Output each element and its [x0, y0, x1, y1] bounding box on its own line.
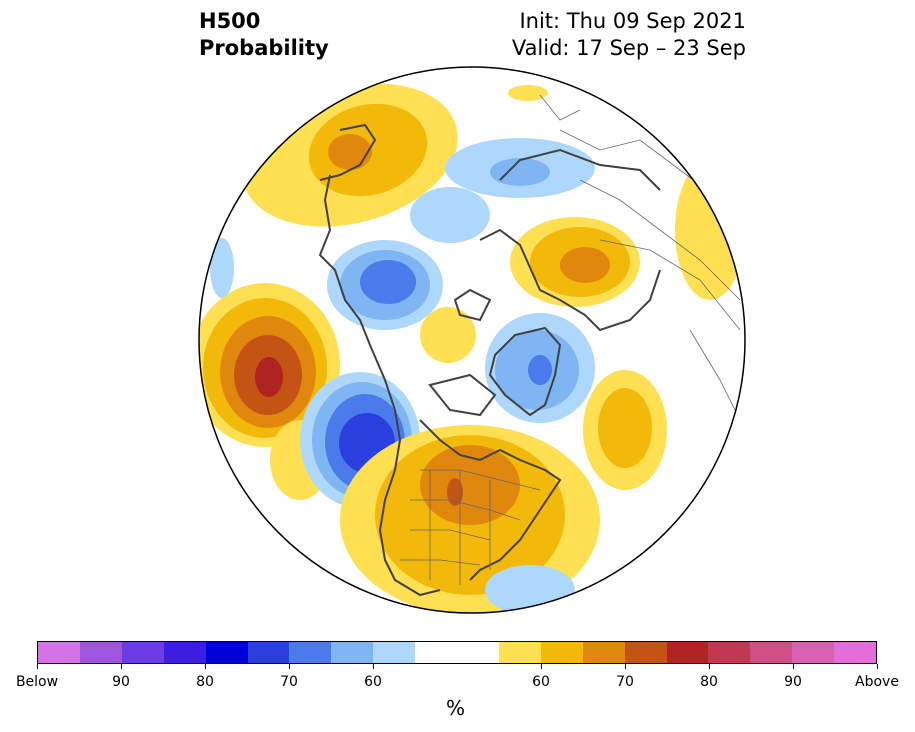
- colorbar-segment: [289, 642, 332, 663]
- colorbar-segment: [79, 642, 122, 663]
- colorbar-segment: [163, 642, 206, 663]
- map-dates: Init: Thu 09 Sep 2021 Valid: 17 Sep – 23…: [512, 8, 746, 62]
- coastlines: [318, 123, 661, 597]
- colorbar-segment: [498, 642, 541, 663]
- colorbar-tick: [708, 664, 710, 669]
- anomaly-arctic-above: [420, 307, 476, 363]
- colorbar-tick: [204, 664, 206, 669]
- colorbar-segment: [121, 642, 164, 663]
- colorbar-tick-label: 60: [532, 674, 550, 690]
- colorbar-tick-label: 70: [616, 674, 634, 690]
- anomaly-edge-below: [210, 238, 234, 298]
- colorbar-segment: [624, 642, 667, 663]
- colorbar-segment: [582, 642, 625, 663]
- colorbar-tick-label: 60: [364, 674, 382, 690]
- colorbar-tick-label: Above: [855, 674, 899, 690]
- valid-dates: Valid: 17 Sep – 23 Sep: [511, 36, 746, 60]
- colorbar-tick: [36, 664, 38, 669]
- colorbar-tick: [288, 664, 290, 669]
- probability-shading: [199, 83, 745, 613]
- colorbar-segment: [373, 642, 416, 663]
- colorbar-tick: [120, 664, 122, 669]
- colorbar-segment: [792, 642, 835, 663]
- anomaly-greenland-below: [485, 313, 595, 423]
- colorbar-tick: [876, 664, 878, 669]
- colorbar-segment: [415, 642, 499, 663]
- colorbar-tick: [540, 664, 542, 669]
- polar-map: [198, 66, 746, 614]
- colorbar-segment: [708, 642, 751, 663]
- colorbar-tick-label: 90: [112, 674, 130, 690]
- colorbar-tick-label: 70: [280, 674, 298, 690]
- colorbar-segment: [750, 642, 793, 663]
- colorbar-tick: [624, 664, 626, 669]
- colorbar-segment: [666, 642, 709, 663]
- colorbar-tick-label: Below: [15, 674, 59, 690]
- political-borders: [400, 94, 741, 585]
- colorbar-segment: [540, 642, 583, 663]
- colorbar-tick-label: 80: [700, 674, 718, 690]
- colorbar-unit: %: [446, 696, 466, 720]
- colorbar-segment: [205, 642, 248, 663]
- colorbar-tick: [792, 664, 794, 669]
- title-product: Probability: [199, 36, 329, 60]
- colorbar-tick: [372, 664, 374, 669]
- colorbar: [37, 641, 877, 664]
- map-title: H500 Probability: [199, 8, 329, 62]
- anomaly-atlantic-above: [583, 160, 745, 490]
- anomaly-siberia-below: [327, 138, 595, 330]
- init-date: Init: Thu 09 Sep 2021: [519, 9, 746, 33]
- title-variable: H500: [199, 9, 261, 33]
- colorbar-segment: [38, 642, 80, 663]
- globe-outline: [198, 66, 746, 614]
- colorbar-segment: [247, 642, 290, 663]
- anomaly-russia-above: [510, 217, 640, 307]
- colorbar-tick-label: 90: [784, 674, 802, 690]
- colorbar-segment: [834, 642, 877, 663]
- colorbar-tick-label: 80: [196, 674, 214, 690]
- colorbar-segment: [331, 642, 374, 663]
